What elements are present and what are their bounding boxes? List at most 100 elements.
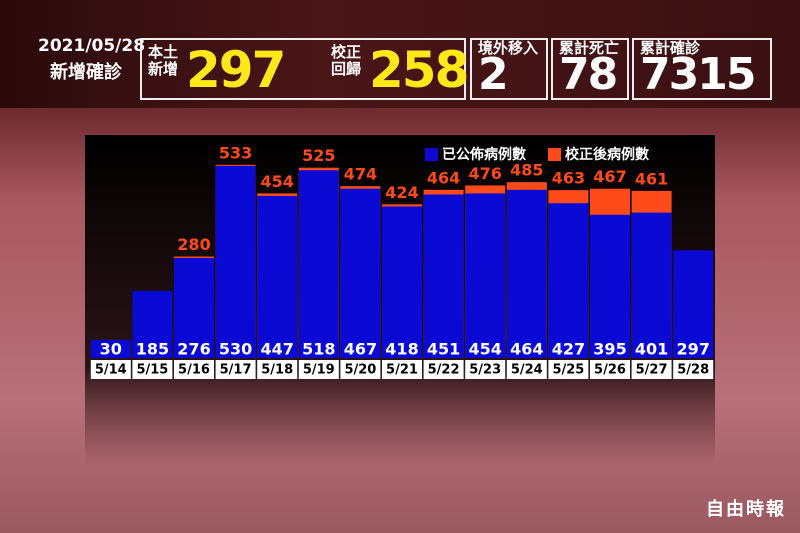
- bar: [506, 189, 547, 358]
- bar: [548, 203, 589, 358]
- x-tick-box: [465, 360, 506, 379]
- x-tick-box: [506, 360, 547, 379]
- value-label: 401: [635, 340, 668, 359]
- value-label-bg: [548, 340, 589, 358]
- x-tick-label: 5/28: [677, 363, 709, 378]
- stat-label: 累計死亡: [559, 40, 619, 57]
- legend-swatch: [425, 148, 438, 161]
- x-tick-label: 5/21: [386, 363, 418, 378]
- value-label-bg: [257, 340, 298, 358]
- x-tick-label: 5/16: [178, 363, 210, 378]
- stat-label: 境外移入: [478, 40, 538, 57]
- value-label-bg: [673, 340, 714, 358]
- bar: [257, 195, 298, 358]
- date: 2021/05/28: [38, 36, 146, 56]
- bar: [631, 212, 672, 358]
- x-tick-box: [90, 360, 131, 379]
- stat-label: 本土 新增: [148, 44, 178, 78]
- x-tick-label: 5/15: [136, 363, 168, 378]
- x-tick-box: [132, 360, 173, 379]
- x-tick-label: 5/14: [95, 363, 127, 378]
- stat-box: 校正 回歸 258: [325, 38, 469, 100]
- x-tick-label: 5/22: [428, 363, 460, 378]
- value-label: 424: [385, 183, 418, 202]
- value-label-bg: [340, 340, 381, 358]
- x-tick-label: 5/23: [469, 363, 501, 378]
- stat-box: 境外移入 2: [470, 38, 548, 100]
- watermark: 自由時報: [706, 499, 786, 520]
- bar: [382, 206, 422, 358]
- x-tick-box: [548, 360, 589, 379]
- stat-label-line: 新增: [148, 60, 179, 78]
- value-label: 518: [302, 340, 335, 359]
- stat-label-line: 累計確診: [640, 39, 701, 57]
- x-tick-label: 5/18: [261, 363, 293, 378]
- stat-label-line: 校正: [331, 43, 362, 61]
- x-tick-box: [215, 360, 256, 379]
- x-tick-label: 5/17: [220, 363, 252, 378]
- x-tick-label: 5/19: [303, 363, 335, 378]
- stat-label: 校正 回歸: [331, 44, 361, 78]
- value-label: 427: [552, 340, 585, 359]
- value-label: 476: [468, 164, 501, 183]
- stat-box: 累計確診 7315: [632, 38, 772, 100]
- value-label: 467: [593, 167, 626, 186]
- value-label: 454: [260, 172, 293, 191]
- x-tick-box: [631, 360, 672, 379]
- bar: [215, 165, 256, 358]
- legend-label: 校正後病例數: [565, 146, 649, 163]
- value-label: 525: [302, 146, 335, 165]
- stat-label-line: 累計死亡: [559, 39, 620, 57]
- x-tick-label: 5/24: [511, 363, 543, 378]
- stat-label-line: 本土: [148, 43, 179, 61]
- stat-label: 累計確診: [640, 40, 700, 57]
- value-label: 30: [100, 340, 122, 359]
- value-label: 530: [219, 340, 252, 359]
- value-label: 463: [552, 169, 585, 188]
- value-label: 464: [510, 340, 543, 359]
- stat-value: 297: [186, 41, 286, 99]
- value-label-bg: [423, 340, 464, 358]
- stat-value: 78: [559, 49, 618, 100]
- value-label: 418: [385, 340, 418, 359]
- bar: [465, 193, 506, 358]
- x-tick-label: 5/27: [636, 363, 668, 378]
- legend-label: 已公佈病例數: [442, 146, 526, 163]
- value-label: 451: [427, 340, 460, 359]
- x-tick-box: [174, 360, 214, 379]
- x-tick-box: [673, 360, 714, 379]
- x-tick-box: [257, 360, 298, 379]
- x-tick-box: [340, 360, 381, 379]
- value-label: 461: [635, 169, 668, 188]
- value-label: 447: [260, 340, 293, 359]
- bar: [298, 170, 339, 358]
- x-tick-box: [298, 360, 339, 379]
- legend-swatch: [548, 148, 561, 161]
- value-label: 297: [676, 340, 709, 359]
- value-label-bg: [382, 340, 422, 358]
- value-label: 280: [177, 235, 210, 254]
- value-label-bg: [298, 340, 339, 358]
- stat-label-line: 回歸: [331, 60, 362, 78]
- header-title: 新增確診: [50, 62, 122, 83]
- value-label: 454: [468, 340, 501, 359]
- value-label-bg: [90, 340, 131, 358]
- value-label: 276: [177, 340, 210, 359]
- stat-value: 7315: [640, 49, 756, 100]
- value-label: 395: [593, 340, 626, 359]
- value-label: 467: [344, 340, 377, 359]
- value-label: 533: [219, 143, 252, 162]
- value-label-bg: [215, 340, 256, 358]
- value-label: 474: [344, 165, 377, 184]
- stat-label-line: 境外移入: [478, 39, 539, 57]
- stat-value: 2: [478, 49, 509, 100]
- x-tick-label: 5/20: [344, 363, 376, 378]
- header: 2021/05/28 新增確診: [0, 0, 800, 108]
- stat-value: 258: [369, 41, 469, 99]
- value-label-bg: [590, 340, 630, 358]
- x-tick-label: 5/25: [552, 363, 584, 378]
- stat-box: 本土 新增 297: [140, 38, 325, 100]
- x-tick-box: [423, 360, 464, 379]
